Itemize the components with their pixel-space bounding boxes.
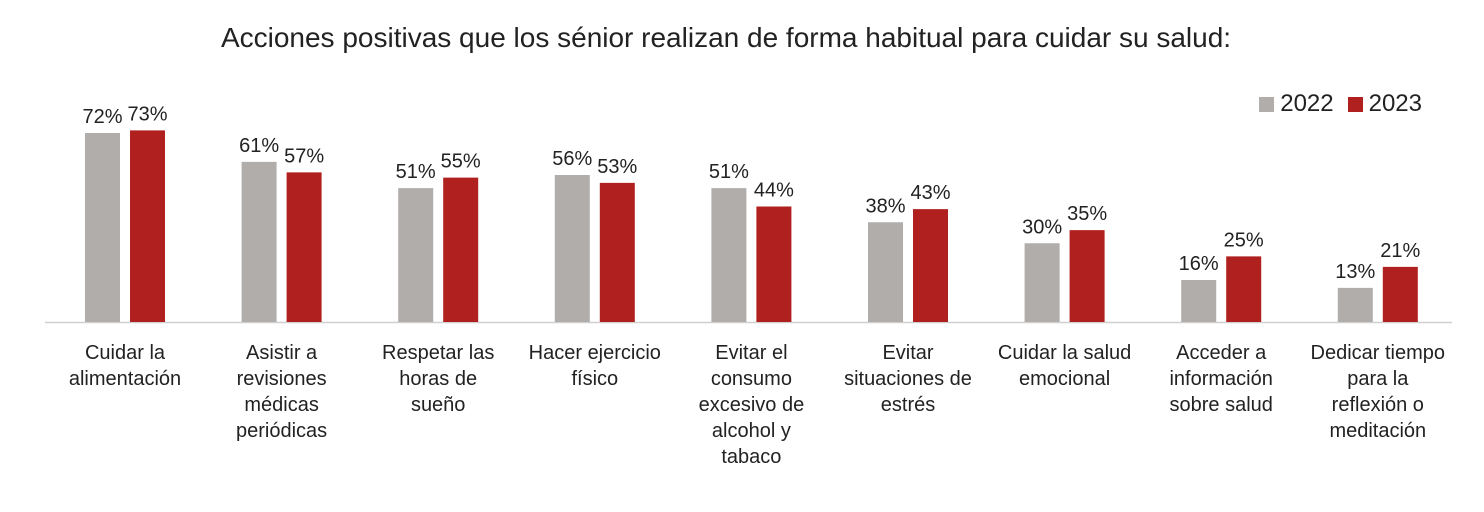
data-label-2023-1: 57% bbox=[284, 145, 324, 167]
bar-2022-3 bbox=[554, 175, 590, 322]
data-label-2022-3: 56% bbox=[552, 148, 592, 170]
category-label-line: físico bbox=[571, 368, 619, 390]
data-label-2023-7: 25% bbox=[1224, 229, 1264, 251]
legend-swatch-2022 bbox=[1259, 96, 1275, 112]
category-label-line: Cuidar la salud bbox=[997, 342, 1132, 364]
category-label-1: Asistir a revisiones médicas periódicas bbox=[207, 340, 357, 444]
bar-2023-2 bbox=[443, 177, 479, 322]
category-label-line: consumo bbox=[710, 368, 792, 390]
category-label-line: reflexión o bbox=[1331, 394, 1424, 416]
legend-label-2022: 2022 bbox=[1280, 90, 1334, 117]
category-label-line: médicas bbox=[244, 394, 319, 416]
legend: 2022 2023 bbox=[1245, 90, 1422, 118]
category-label-line: sobre salud bbox=[1169, 394, 1273, 416]
bar-2023-0 bbox=[130, 130, 165, 322]
category-label-2: Respetar las horas de sueño bbox=[363, 340, 513, 418]
bar-2023-3 bbox=[599, 182, 635, 322]
category-label-line: Evitar el bbox=[715, 342, 788, 364]
data-label-2022-0: 72% bbox=[82, 106, 122, 128]
bar-2022-4 bbox=[711, 188, 747, 322]
data-label-2023-3: 53% bbox=[597, 156, 637, 178]
category-label-4: Evitar el consumo excesivo de alcohol y taba… bbox=[676, 340, 826, 470]
bar-2022-5 bbox=[868, 222, 903, 322]
category-label-line: estrés bbox=[880, 394, 936, 416]
category-label-line: revisiones bbox=[236, 368, 327, 390]
category-label-line: Hacer ejercicio bbox=[528, 342, 661, 364]
category-label-line: situaciones de bbox=[844, 368, 972, 390]
data-label-2022-1: 61% bbox=[239, 135, 279, 157]
legend-swatch-2023 bbox=[1347, 96, 1363, 112]
bar-2022-0 bbox=[85, 133, 120, 322]
category-label-line: meditación bbox=[1329, 420, 1427, 442]
bar-2022-1 bbox=[241, 161, 277, 322]
data-label-2022-4: 51% bbox=[709, 161, 749, 183]
data-label-2023-6: 35% bbox=[1067, 203, 1107, 225]
category-label-line: excesivo de bbox=[698, 394, 805, 416]
category-label-line: horas de bbox=[399, 368, 478, 390]
category-label-line: Dedicar tiempo bbox=[1310, 342, 1446, 364]
bar-2022-7 bbox=[1181, 280, 1217, 322]
category-label-5: Evitar situaciones de estrés bbox=[833, 340, 983, 418]
bar-2022-6 bbox=[1024, 243, 1060, 322]
category-label-line: Respetar las bbox=[382, 342, 495, 364]
category-label-line: alimentación bbox=[68, 368, 182, 390]
data-label-2023-8: 21% bbox=[1380, 240, 1420, 262]
category-label-line: información bbox=[1169, 368, 1273, 390]
data-label-2022-8: 13% bbox=[1335, 261, 1375, 283]
bar-2023-1 bbox=[286, 172, 322, 322]
category-label-line: Evitar bbox=[882, 342, 934, 364]
category-label-8: Dedicar tiempo para la reflexión o meditaci… bbox=[1303, 340, 1453, 444]
bar-2022-2 bbox=[398, 188, 434, 322]
category-label-0: Cuidar la alimentación bbox=[50, 340, 200, 392]
data-label-2022-5: 38% bbox=[865, 195, 905, 217]
category-label-6: Cuidar la salud emocional bbox=[990, 340, 1140, 392]
category-label-line: alcohol y bbox=[711, 420, 791, 442]
data-label-2023-4: 44% bbox=[754, 180, 794, 202]
category-label-line: tabaco bbox=[721, 446, 782, 468]
category-label-line: Acceder a bbox=[1176, 342, 1267, 364]
bar-2022-8 bbox=[1337, 287, 1373, 322]
category-label-line: periódicas bbox=[236, 420, 328, 442]
data-label-2023-2: 55% bbox=[441, 151, 481, 173]
bar-2023-5 bbox=[913, 209, 948, 322]
bar-2023-4 bbox=[756, 206, 792, 322]
category-label-3: Hacer ejercicio físico bbox=[520, 340, 670, 392]
legend-item-2022: 2022 bbox=[1259, 90, 1334, 118]
bar-2023-7 bbox=[1226, 256, 1262, 322]
data-label-2023-0: 73% bbox=[127, 103, 167, 125]
bar-2023-8 bbox=[1382, 266, 1418, 322]
bar-2023-6 bbox=[1069, 230, 1105, 322]
data-label-2023-5: 43% bbox=[910, 182, 950, 204]
data-label-2022-7: 16% bbox=[1179, 253, 1219, 275]
category-label-line: emocional bbox=[1019, 368, 1111, 390]
data-label-2022-6: 30% bbox=[1022, 216, 1062, 238]
category-label-line: sueño bbox=[410, 394, 466, 416]
data-label-2022-2: 51% bbox=[396, 161, 436, 183]
category-label-line: Asistir a bbox=[246, 342, 318, 364]
legend-label-2023: 2023 bbox=[1368, 90, 1422, 117]
chart-title: Acciones positivas que los sénior realiz… bbox=[220, 22, 1232, 53]
category-label-line: para la bbox=[1347, 368, 1409, 390]
category-label-7: Acceder a información sobre salud bbox=[1146, 340, 1296, 418]
category-label-line: Cuidar la bbox=[84, 342, 166, 364]
legend-item-2023: 2023 bbox=[1347, 90, 1422, 118]
